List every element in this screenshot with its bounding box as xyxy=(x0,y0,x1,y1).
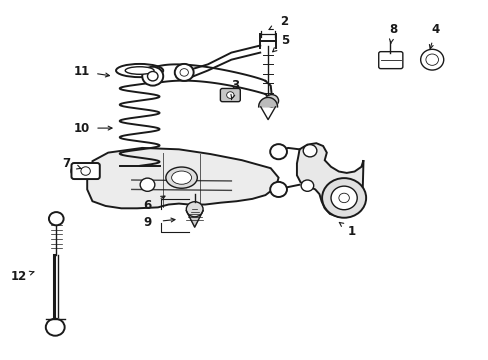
Text: 12: 12 xyxy=(11,270,27,283)
Polygon shape xyxy=(296,143,363,217)
Circle shape xyxy=(270,144,286,159)
Circle shape xyxy=(303,145,316,157)
Circle shape xyxy=(46,319,64,336)
Circle shape xyxy=(425,54,438,65)
Ellipse shape xyxy=(125,67,154,74)
Text: 6: 6 xyxy=(143,199,151,212)
Text: 3: 3 xyxy=(231,79,239,92)
Circle shape xyxy=(338,193,348,203)
Polygon shape xyxy=(258,98,277,107)
Ellipse shape xyxy=(165,167,197,188)
Circle shape xyxy=(322,178,366,218)
Polygon shape xyxy=(87,148,278,208)
Text: 7: 7 xyxy=(62,157,70,170)
Circle shape xyxy=(186,202,203,217)
FancyBboxPatch shape xyxy=(378,51,402,69)
Circle shape xyxy=(49,212,63,225)
Circle shape xyxy=(270,182,286,197)
Text: 11: 11 xyxy=(74,65,90,78)
Circle shape xyxy=(174,64,193,81)
Circle shape xyxy=(226,92,234,98)
Ellipse shape xyxy=(171,171,191,184)
Circle shape xyxy=(147,72,158,81)
FancyBboxPatch shape xyxy=(71,163,100,179)
FancyBboxPatch shape xyxy=(220,89,240,102)
Polygon shape xyxy=(186,211,203,227)
Text: 2: 2 xyxy=(279,15,287,28)
Text: 4: 4 xyxy=(431,23,439,36)
Circle shape xyxy=(81,167,90,175)
Circle shape xyxy=(420,49,443,70)
Ellipse shape xyxy=(116,64,163,77)
Text: 8: 8 xyxy=(388,23,396,36)
Circle shape xyxy=(330,186,357,210)
Circle shape xyxy=(71,165,84,177)
Circle shape xyxy=(142,67,163,86)
Circle shape xyxy=(264,95,278,107)
Text: 10: 10 xyxy=(74,122,90,135)
Circle shape xyxy=(140,178,155,191)
Text: 1: 1 xyxy=(347,225,355,238)
Text: 5: 5 xyxy=(280,34,288,47)
Text: 9: 9 xyxy=(143,216,151,229)
Circle shape xyxy=(301,180,313,191)
Circle shape xyxy=(180,69,188,76)
